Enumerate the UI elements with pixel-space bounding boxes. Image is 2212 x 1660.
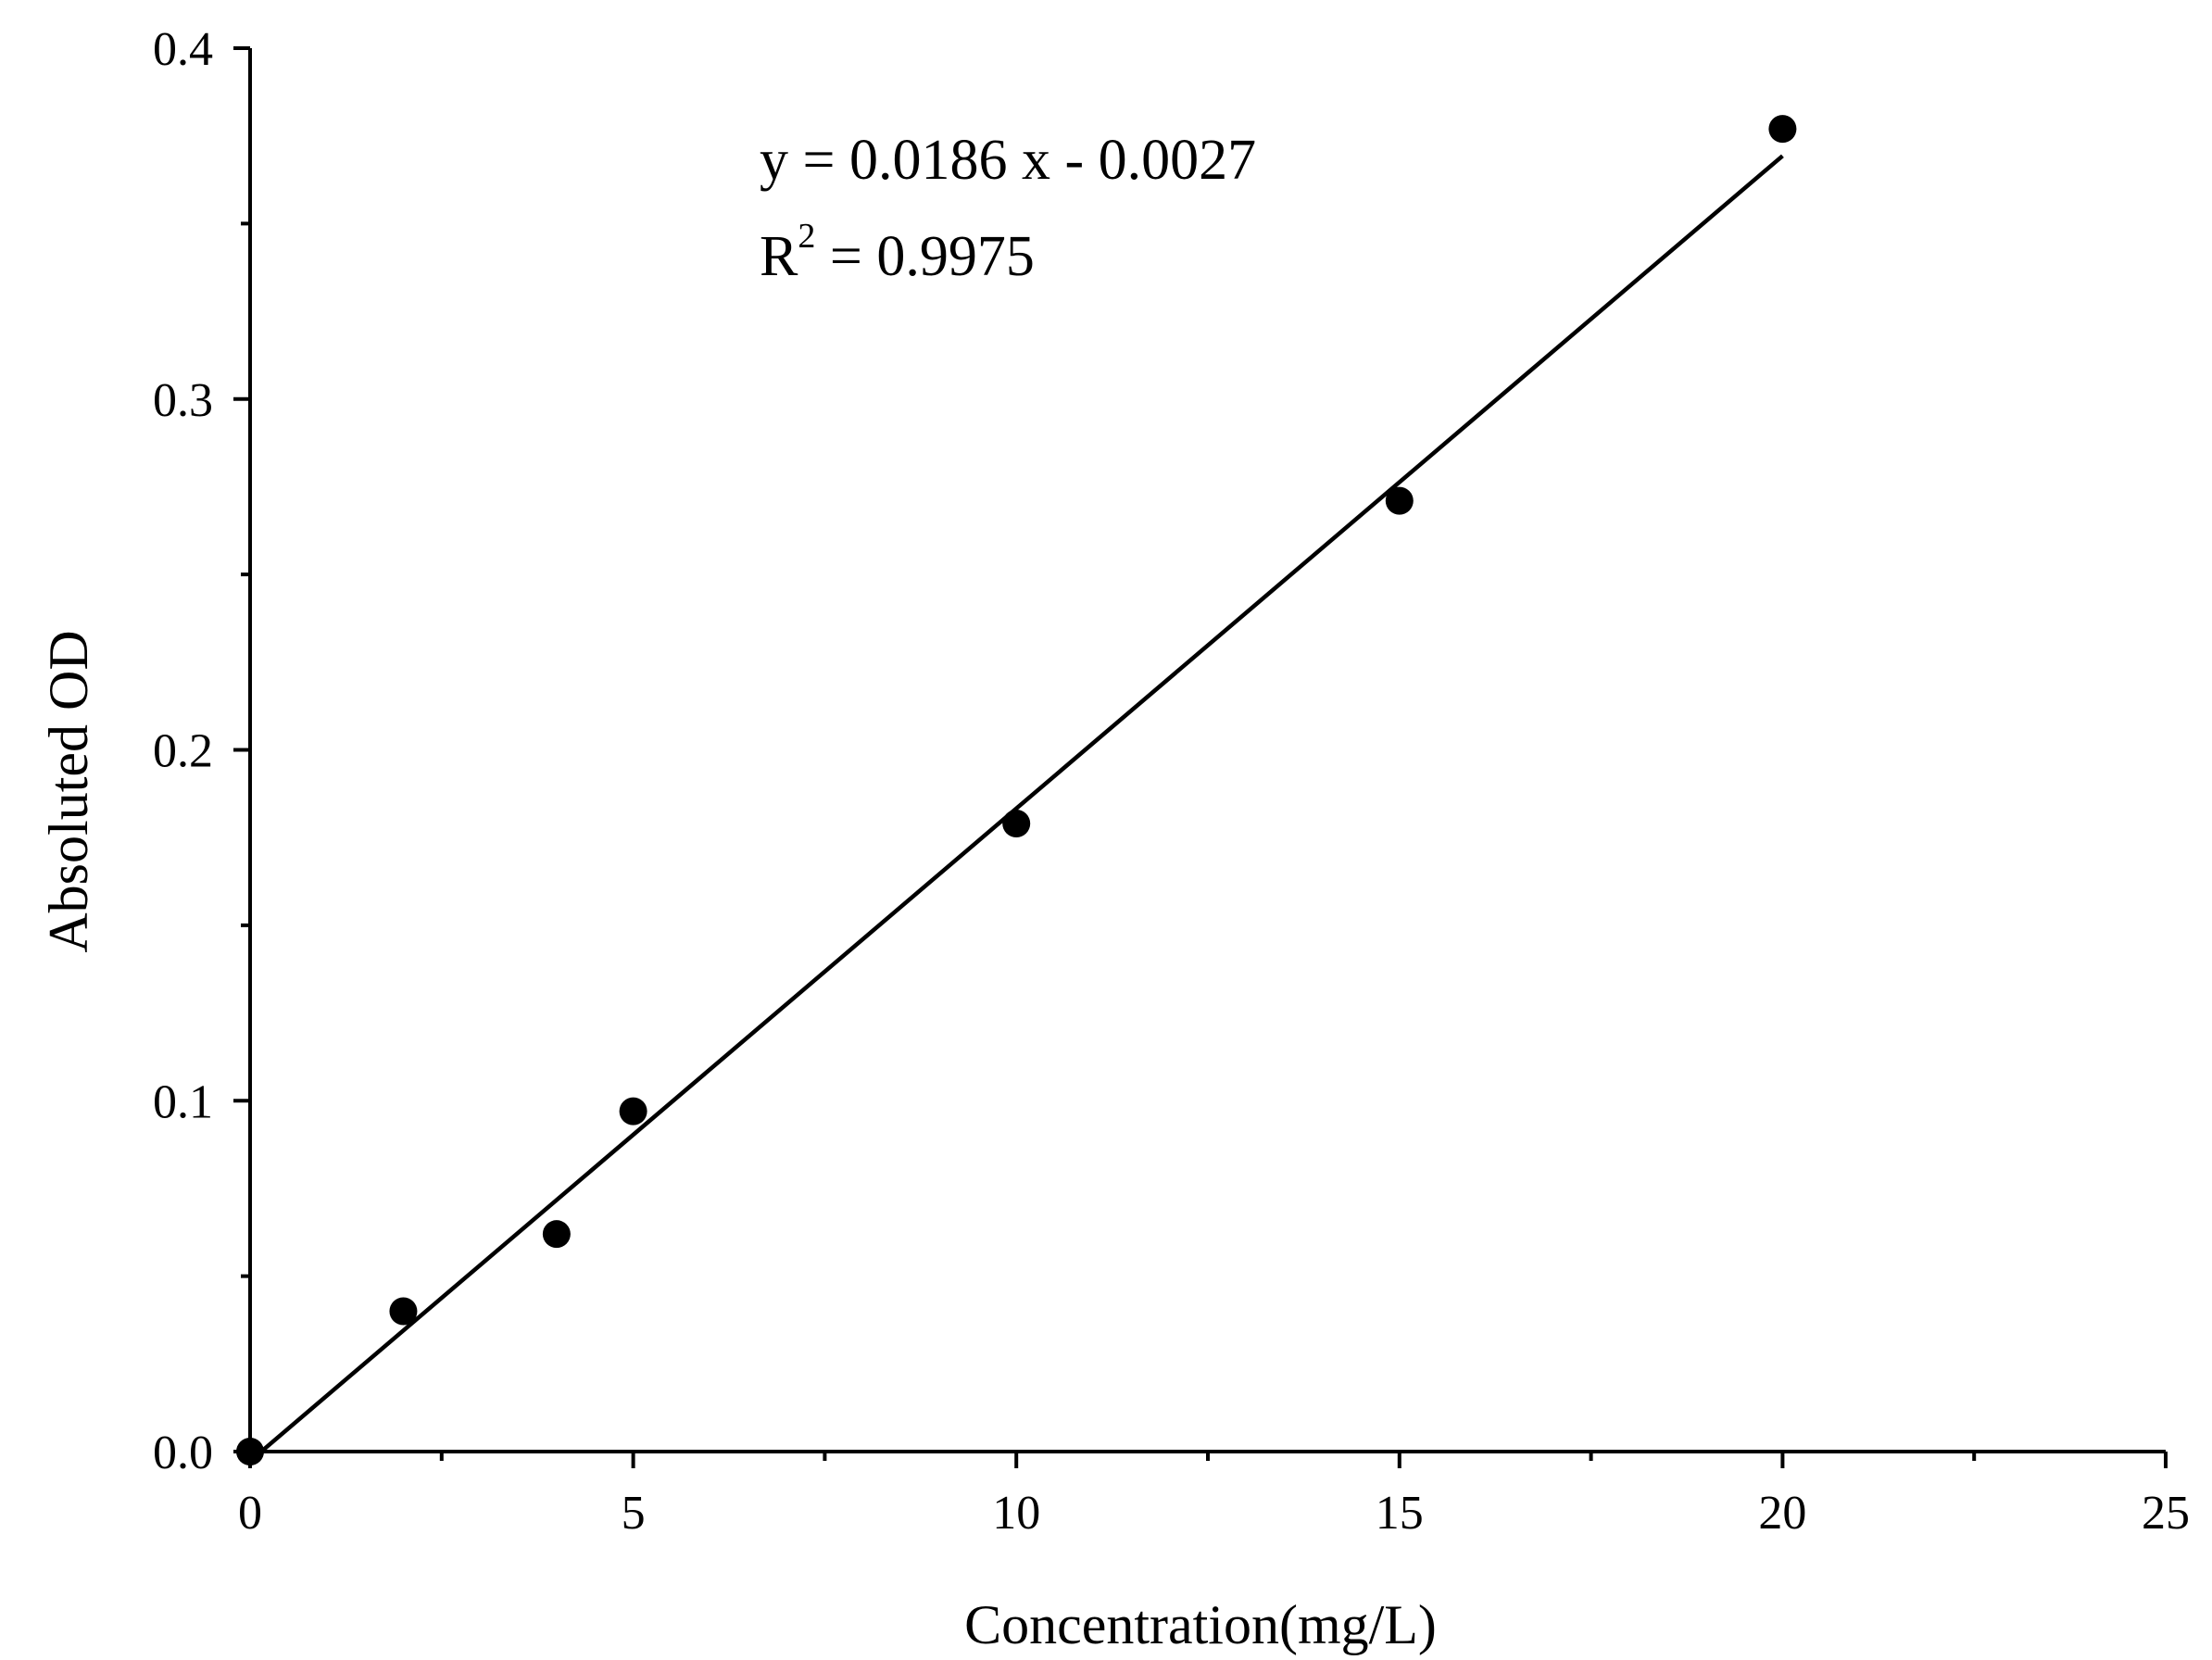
x-tick-label: 0: [238, 1487, 262, 1540]
axes: [248, 48, 2166, 1453]
r-squared-base: R: [760, 225, 798, 288]
axis-ticks: 0 5 10 15 20 25 0.0 0.1 0.2 0.3 0.4: [153, 23, 2190, 1540]
x-tick-label: 20: [1758, 1487, 1806, 1540]
data-point: [1002, 810, 1031, 838]
data-point: [236, 1438, 264, 1465]
data-point: [1768, 115, 1797, 144]
fit-line-group: [259, 154, 1784, 1453]
data-point: [389, 1297, 418, 1326]
x-tick-label: 10: [992, 1487, 1040, 1540]
data-point: [619, 1097, 647, 1126]
y-tick-label: 0.0: [153, 1427, 213, 1479]
linear-fit-line: [259, 154, 1784, 1453]
x-tick-label: 15: [1376, 1487, 1424, 1540]
data-point: [542, 1220, 571, 1249]
y-tick-label: 0.4: [153, 23, 213, 76]
y-axis-title: Absoluted OD: [38, 630, 99, 952]
data-points: [236, 115, 1797, 1465]
y-tick-label: 0.3: [153, 374, 213, 427]
r-squared-label: R2 = 0.9975: [760, 217, 1035, 288]
x-axis-title: Concentration(mg/L): [964, 1594, 1437, 1655]
x-tick-label: 5: [622, 1487, 646, 1540]
y-tick-label: 0.1: [153, 1075, 213, 1128]
data-point: [1385, 486, 1414, 515]
r-squared-value: = 0.9975: [815, 225, 1034, 288]
x-tick-label: 25: [2142, 1487, 2190, 1540]
y-tick-label: 0.2: [153, 725, 213, 778]
fit-equation-label: y = 0.0186 x - 0.0027: [760, 129, 1256, 192]
r-squared-superscript: 2: [798, 217, 815, 256]
